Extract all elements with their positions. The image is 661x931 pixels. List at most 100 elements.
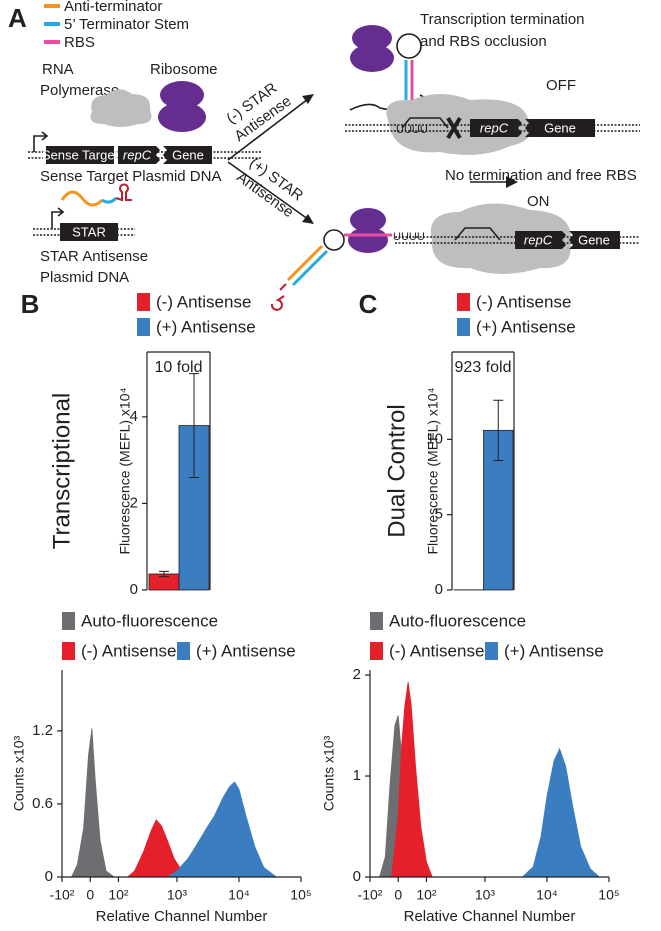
legend-swatch — [62, 612, 75, 630]
ribosome — [158, 102, 206, 132]
y-tick-label: 4 — [130, 408, 138, 425]
y-tick-label: 10 — [426, 430, 443, 447]
hairpin — [323, 229, 345, 251]
histogram-area — [521, 747, 601, 878]
x-tick-label: 10⁵ — [290, 887, 311, 903]
y-tick-label: 5 — [435, 506, 443, 523]
error-bar — [189, 373, 199, 478]
x-tick-label: -10² — [358, 887, 383, 903]
hairpin — [396, 33, 422, 59]
x-tick-label: 10³ — [167, 887, 188, 903]
legend-label: (-) Antisense — [476, 292, 571, 311]
y-tick-label: 0 — [353, 868, 361, 885]
caption: STAR Antisense — [40, 248, 148, 265]
caption: No termination and free RBS — [445, 167, 637, 184]
y-tick-label: 0 — [45, 868, 53, 885]
ribosome — [350, 44, 394, 72]
gene-box — [470, 119, 595, 137]
legend-swatch — [485, 642, 498, 660]
label: UUUU — [393, 231, 425, 243]
arrow — [227, 95, 313, 161]
label: RNA — [42, 61, 74, 78]
error-bar — [159, 570, 169, 578]
legend-label: Auto-fluorescence — [81, 611, 218, 630]
label: Polymerase — [40, 82, 119, 99]
x-tick-label: 10² — [108, 887, 129, 903]
caption: Plasmid DNA — [40, 269, 129, 286]
gene-box — [60, 223, 118, 241]
ribosome — [160, 81, 204, 109]
legend-swatch — [137, 318, 150, 336]
label: Gene — [172, 147, 204, 162]
y-tick-label: 1.2 — [32, 722, 53, 739]
label: Ribosome — [150, 61, 218, 78]
caption: Transcription termination — [420, 11, 585, 28]
x-tick-label: 0 — [86, 887, 94, 903]
arrow-label: (-) STAR Antisense — [223, 79, 294, 145]
x-tick-label: -10² — [50, 887, 75, 903]
legend-label: (+) Antisense — [504, 641, 604, 660]
legend-label: Anti-terminator — [64, 0, 162, 15]
y-axis-label: Counts x10³ — [11, 735, 27, 811]
legend-label: 5’ Terminator Stem — [64, 16, 189, 33]
label: repC — [480, 120, 509, 135]
x-tick-label: 10⁴ — [228, 887, 250, 903]
label: repC — [524, 232, 553, 247]
x-axis-label: Relative Channel Number — [96, 908, 268, 925]
y-tick-label: 0 — [130, 581, 138, 598]
histogram-area — [70, 728, 116, 878]
bubble — [401, 117, 449, 129]
y-tick-label: 0 — [435, 581, 443, 598]
x-tick-label: 10³ — [475, 887, 496, 903]
label: repC — [123, 147, 152, 162]
ribosome — [350, 208, 386, 232]
ribosome — [348, 227, 388, 253]
y-axis-label: Counts x10³ — [321, 735, 337, 811]
x-tick-label: 10⁴ — [536, 887, 558, 903]
bubble — [454, 227, 501, 241]
legend-label: (+) Antisense — [476, 317, 576, 336]
legend-label: RBS — [64, 34, 95, 51]
legend-label: (-) Antisense — [81, 641, 176, 660]
y-tick-label: 0.6 — [32, 795, 53, 812]
histogram-area — [391, 682, 433, 878]
block — [446, 116, 462, 140]
hairpin — [270, 283, 287, 311]
x-tick-label: 0 — [394, 887, 402, 903]
rna — [286, 244, 324, 282]
rna — [115, 183, 132, 202]
x-tick-label: 10⁵ — [598, 887, 619, 903]
label: UUUU — [396, 124, 428, 136]
rna — [101, 196, 118, 204]
legend-label: (-) Antisense — [389, 641, 484, 660]
y-tick-label: 2 — [130, 494, 138, 511]
label: Gene — [578, 232, 610, 247]
label: Gene — [544, 120, 576, 135]
y-tick-label: 2 — [353, 666, 361, 683]
rna-polymerase — [430, 203, 571, 274]
legend-swatch — [177, 642, 190, 660]
bar — [483, 429, 514, 591]
caption: and RBS occlusion — [420, 33, 547, 50]
gene-box — [515, 231, 620, 249]
promoter — [33, 131, 49, 152]
row-label: Transcriptional — [48, 393, 75, 550]
legend-swatch — [62, 642, 75, 660]
error-bar — [493, 399, 504, 461]
caption: Sense Target Plasmid DNA — [40, 168, 221, 185]
arrow — [227, 161, 313, 223]
legend-swatch — [370, 642, 383, 660]
annotation: 923 fold — [455, 359, 512, 376]
gene-box — [46, 146, 114, 164]
panel-label: C — [359, 289, 378, 319]
panel-label: A — [8, 3, 27, 33]
y-tick-label: 1 — [353, 767, 361, 784]
legend-label: (+) Antisense — [196, 641, 296, 660]
arrow-head — [506, 176, 518, 188]
state: OFF — [546, 77, 576, 94]
histogram-area — [166, 781, 278, 878]
label: Sense Target — [42, 147, 119, 162]
legend-swatch — [137, 293, 150, 311]
rna-polymerase — [90, 89, 152, 127]
